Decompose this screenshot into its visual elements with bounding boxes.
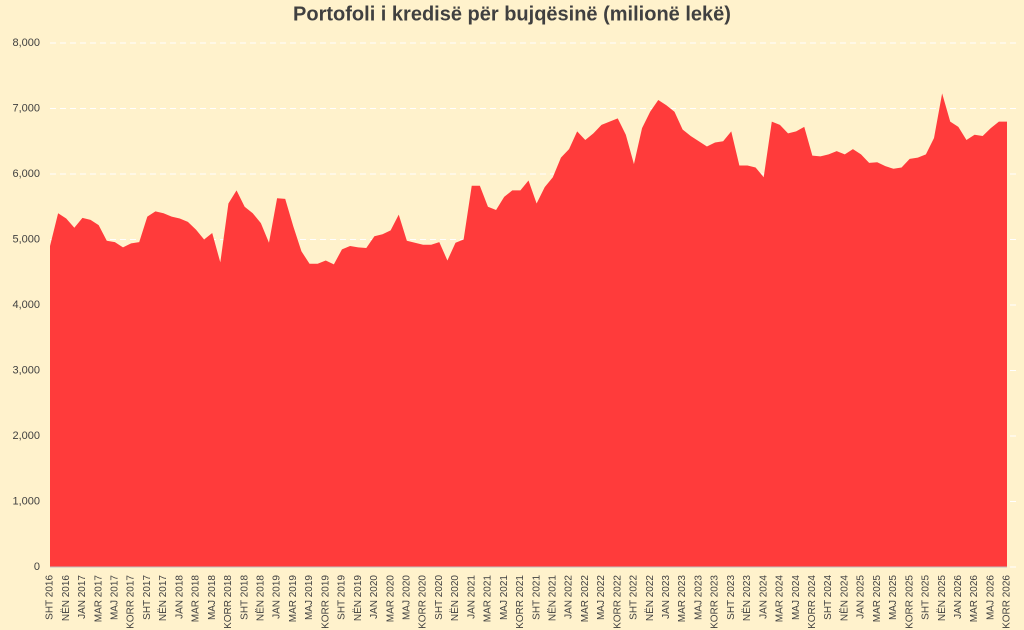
x-tick-label: SHT 2025 xyxy=(921,575,932,620)
x-tick-label: MAR 2026 xyxy=(969,575,980,623)
x-tick-label: KORR 2026 xyxy=(1002,575,1013,629)
x-tick-label: KORR 2022 xyxy=(612,575,623,629)
x-tick-label: KORR 2018 xyxy=(223,575,234,629)
x-tick-label: NËN 2021 xyxy=(546,575,558,622)
x-tick-label: MAR 2021 xyxy=(483,575,494,623)
x-tick-label: SHT 2021 xyxy=(531,575,542,620)
x-tick-label: JAN 2018 xyxy=(174,575,185,619)
x-tick-label: MAJ 2022 xyxy=(596,575,607,620)
x-tick-label: MAJ 2020 xyxy=(401,575,412,620)
y-tick-label: 5,000 xyxy=(12,233,40,245)
x-tick-label: SHT 2019 xyxy=(337,575,348,620)
area xyxy=(50,93,1007,567)
x-tick-label: MAJ 2023 xyxy=(693,575,704,620)
x-tick-label: MAJ 2026 xyxy=(985,575,996,620)
x-tick-label: JAN 2025 xyxy=(856,575,867,619)
x-tick-label: NËN 2023 xyxy=(741,575,753,622)
x-tick-label: NËN 2025 xyxy=(936,575,948,622)
x-tick-label: NËN 2016 xyxy=(60,575,72,622)
x-tick-label: JAN 2017 xyxy=(77,575,88,619)
x-tick-label: NËN 2022 xyxy=(644,575,656,622)
y-tick-label: 1,000 xyxy=(12,495,40,507)
x-tick-label: KORR 2025 xyxy=(904,575,915,629)
x-tick-label: MAR 2024 xyxy=(775,575,786,623)
x-tick-label: SHT 2020 xyxy=(434,575,445,620)
y-tick-label: 0 xyxy=(34,561,40,573)
x-tick-label: NËN 2024 xyxy=(838,575,850,622)
x-tick-label: SHT 2022 xyxy=(629,575,640,620)
x-tick-label: SHT 2018 xyxy=(239,575,250,620)
x-tick-label: SHT 2016 xyxy=(45,575,56,620)
x-tick-label: JAN 2019 xyxy=(272,575,283,619)
y-tick-label: 6,000 xyxy=(12,168,40,180)
x-tick-label: MAR 2020 xyxy=(385,575,396,623)
x-tick-label: JAN 2022 xyxy=(564,575,575,619)
x-tick-label: JAN 2020 xyxy=(369,575,380,619)
x-tick-label: KORR 2017 xyxy=(126,575,137,629)
x-tick-label: KORR 2021 xyxy=(515,575,526,629)
x-tick-label: KORR 2024 xyxy=(807,575,818,629)
y-tick-label: 7,000 xyxy=(12,102,40,114)
x-tick-label: MAR 2017 xyxy=(93,575,104,623)
x-tick-label: JAN 2021 xyxy=(466,575,477,619)
x-tick-label: KORR 2020 xyxy=(418,575,429,629)
x-tick-label: MAR 2023 xyxy=(677,575,688,623)
x-tick-label: NËN 2020 xyxy=(449,575,461,622)
x-tick-label: JAN 2023 xyxy=(661,575,672,619)
y-tick-label: 8,000 xyxy=(12,37,40,49)
chart-title: Portofoli i kredisë për bujqësinë (milio… xyxy=(293,3,731,25)
y-tick-label: 4,000 xyxy=(12,299,40,311)
x-tick-label: NËN 2019 xyxy=(352,575,364,622)
x-tick-label: MAJ 2021 xyxy=(499,575,510,620)
x-tick-label: MAR 2025 xyxy=(872,575,883,623)
x-tick-label: MAJ 2025 xyxy=(888,575,899,620)
x-tick-label: NËN 2017 xyxy=(157,575,169,622)
x-tick-label: MAJ 2019 xyxy=(304,575,315,620)
x-tick-label: MAR 2019 xyxy=(288,575,299,623)
x-tick-label: MAJ 2024 xyxy=(791,575,802,620)
y-tick-label: 3,000 xyxy=(12,364,40,376)
x-tick-label: KORR 2023 xyxy=(710,575,721,629)
y-tick-label: 2,000 xyxy=(12,430,40,442)
x-tick-label: SHT 2024 xyxy=(823,575,834,620)
x-tick-label: JAN 2026 xyxy=(953,575,964,619)
x-tick-label: JAN 2024 xyxy=(758,575,769,619)
x-tick-label: MAR 2018 xyxy=(191,575,202,623)
x-tick-label: MAR 2022 xyxy=(580,575,591,623)
x-tick-label: MAJ 2018 xyxy=(207,575,218,620)
x-tick-label: MAJ 2017 xyxy=(110,575,121,620)
x-tick-label: SHT 2023 xyxy=(726,575,737,620)
x-tick-label: SHT 2017 xyxy=(142,575,153,620)
x-tick-label: NËN 2018 xyxy=(255,575,267,622)
x-tick-label: KORR 2019 xyxy=(320,575,331,629)
